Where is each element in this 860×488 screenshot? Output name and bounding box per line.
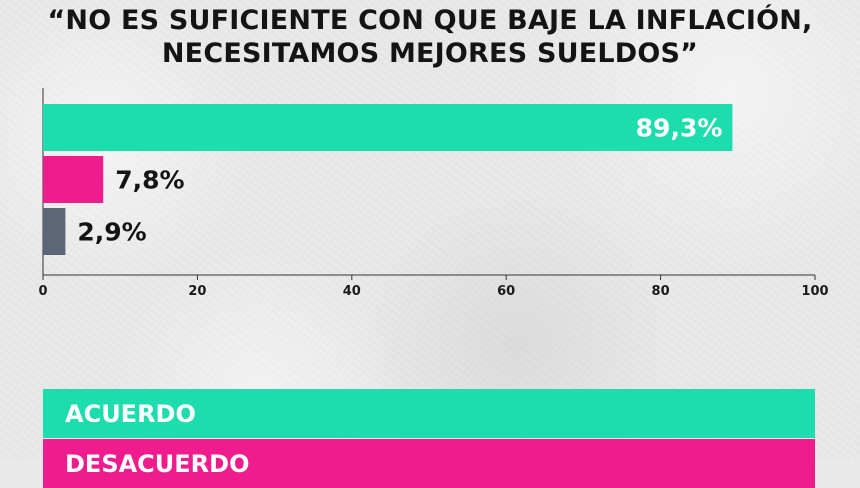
legend-item-0: ACUERDO (43, 389, 815, 438)
x-tick-label-2: 40 (343, 284, 361, 299)
x-tick-label-1: 20 (188, 284, 206, 299)
x-tick-label-4: 80 (652, 284, 670, 299)
bar-2 (43, 208, 66, 255)
bar-value-label-2: 2,9% (77, 218, 146, 247)
bar-value-label-0: 89,3% (636, 114, 723, 143)
legend-item-1: DESACUERDO (43, 439, 815, 488)
bar-chart: 0 20 40 60 80 100 89,3% 7,8% 2,9% (38, 88, 829, 299)
background-texture (0, 0, 860, 460)
x-tick-label-0: 0 (38, 284, 47, 299)
bar-value-label-1: 7,8% (115, 166, 184, 195)
chart-title-line-1: “NO ES SUFICIENTE CON QUE BAJE LA INFLAC… (47, 5, 813, 36)
x-tick-label-3: 60 (497, 284, 515, 299)
x-tick-label-5: 100 (801, 284, 828, 299)
chart-title-line-2: NECESITAMOS MEJORES SUELDOS” (161, 38, 699, 69)
bar-1 (43, 156, 104, 203)
chart-title: “NO ES SUFICIENTE CON QUE BAJE LA INFLAC… (0, 4, 860, 70)
bar-0 (43, 104, 733, 151)
